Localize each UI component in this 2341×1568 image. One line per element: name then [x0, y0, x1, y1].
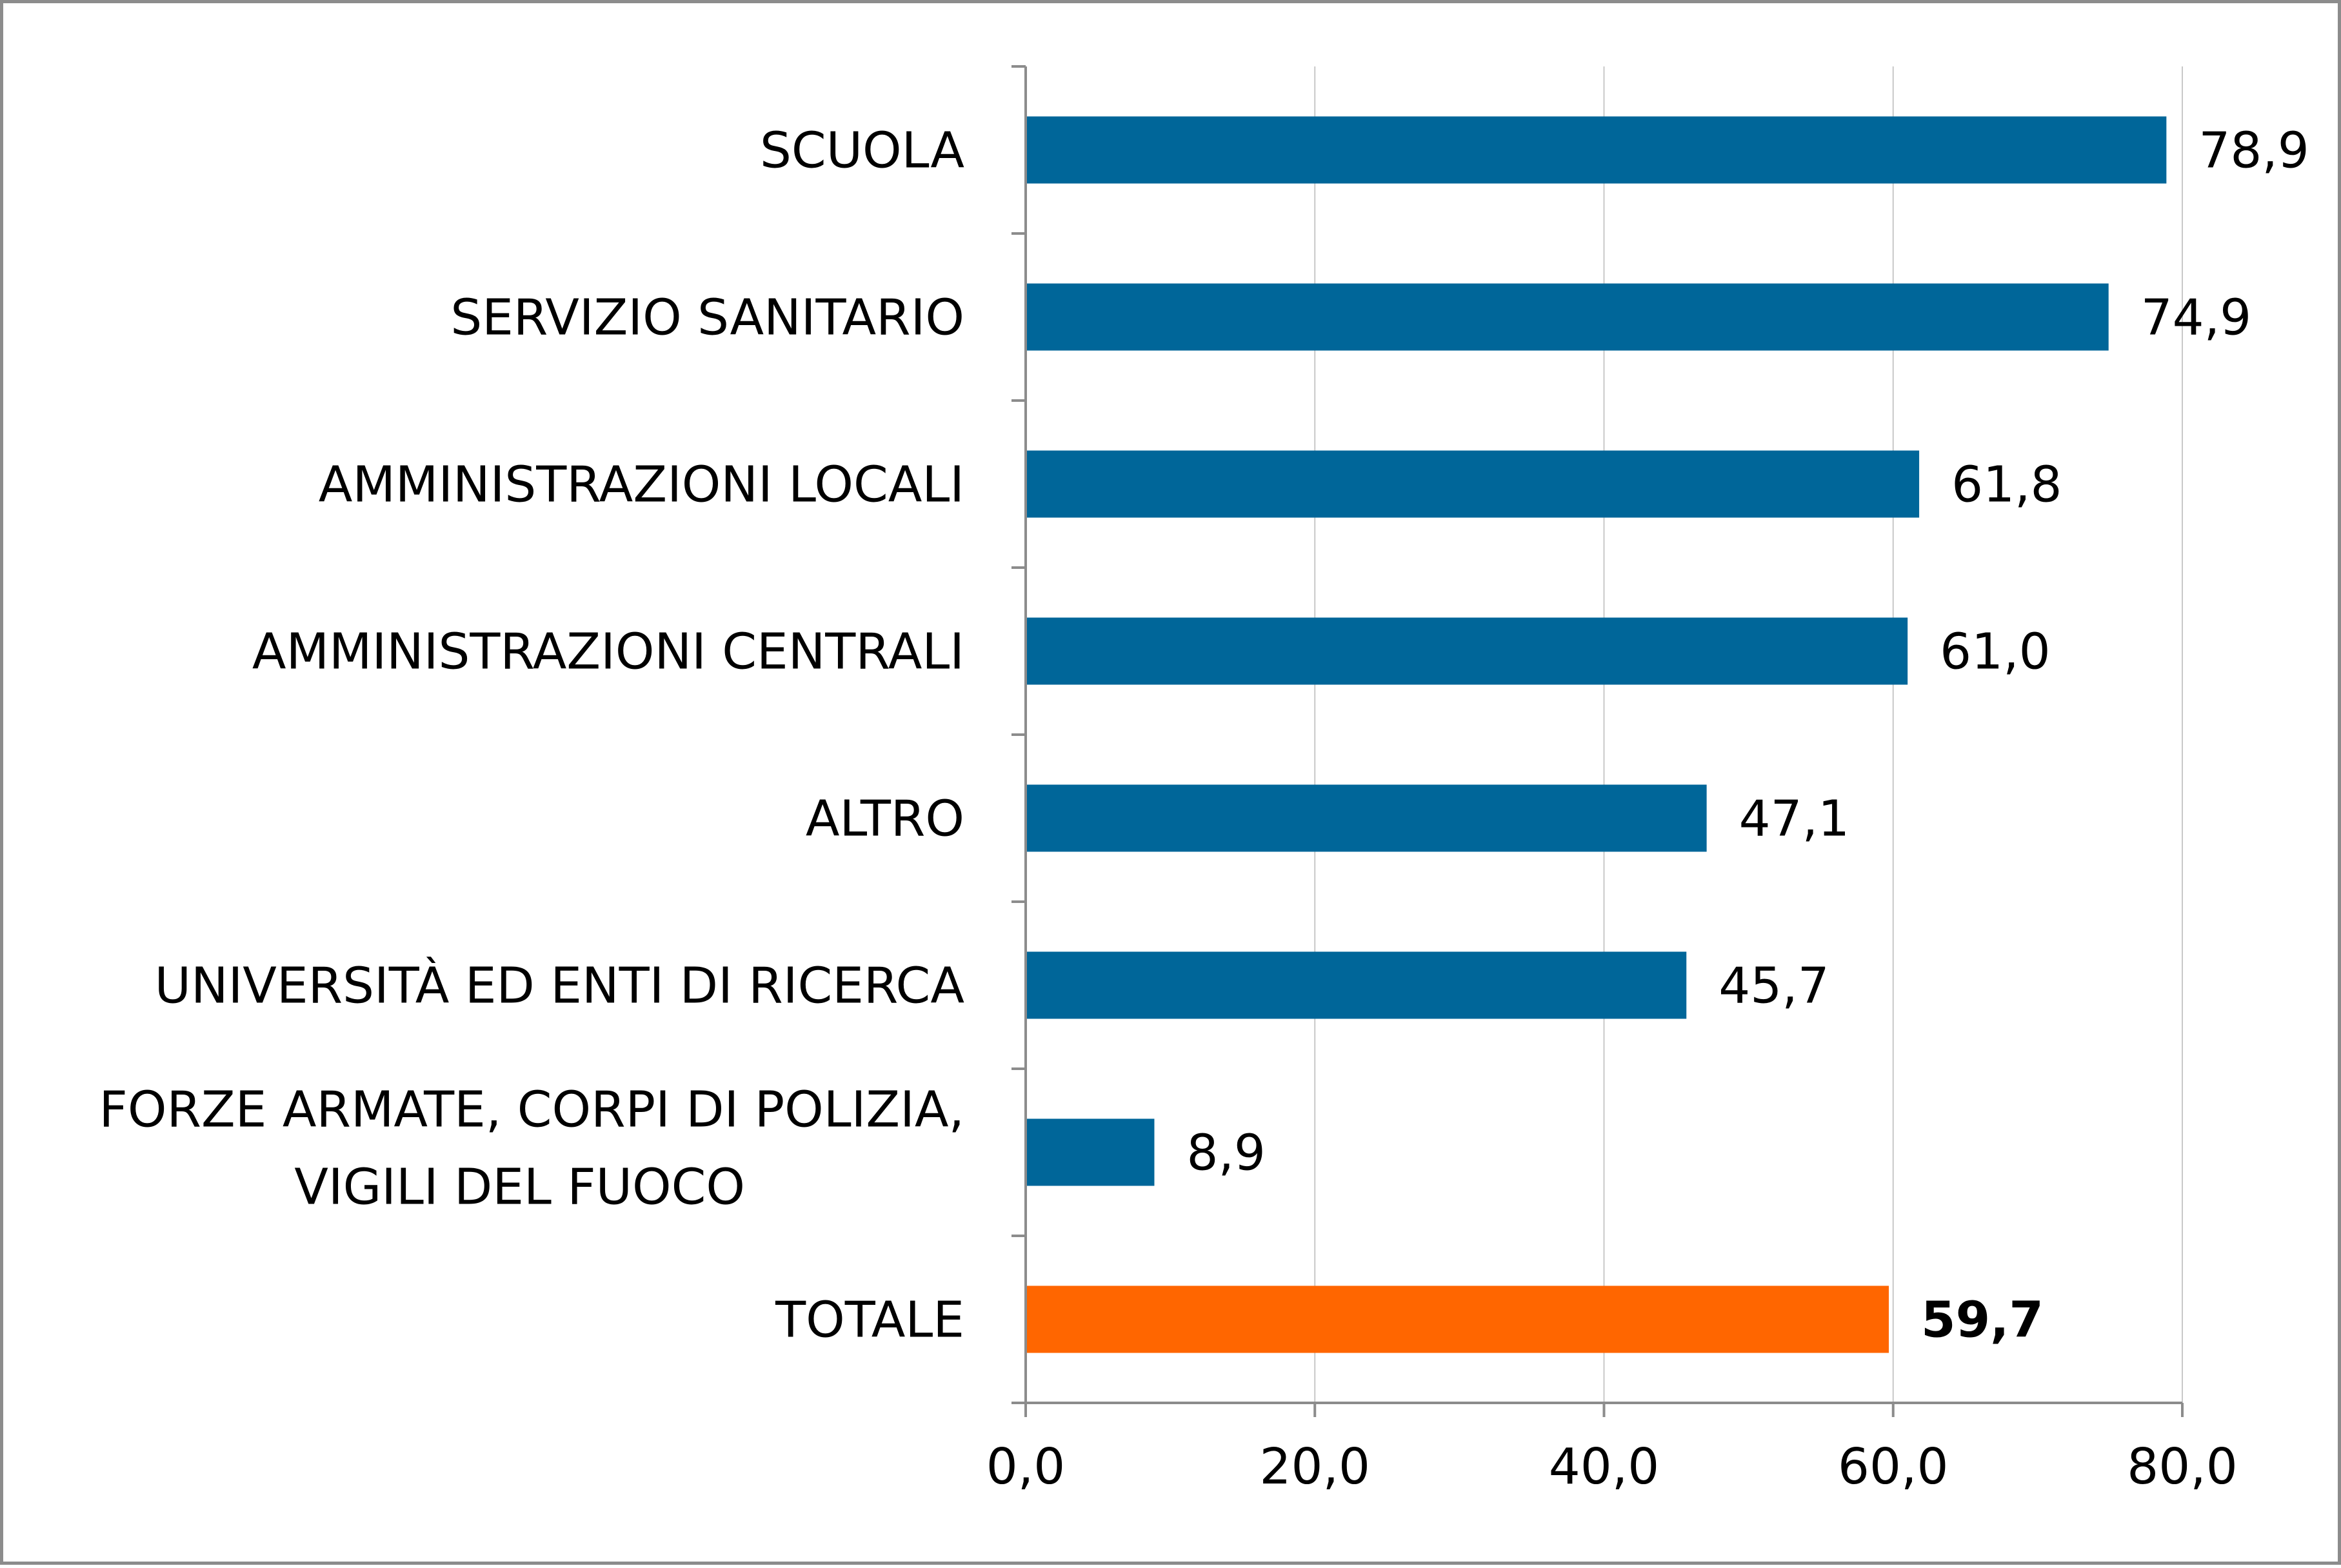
category-label: TOTALE [775, 1292, 964, 1349]
data-label: 74,9 [2141, 290, 2251, 347]
x-tick-label: 20,0 [1260, 1438, 1370, 1496]
category-label: SCUOLA [760, 123, 964, 180]
category-label: UNIVERSITÀ ED ENTI DI RICERCA [155, 957, 965, 1015]
data-label: 47,1 [1739, 791, 1849, 848]
bar [1026, 1118, 1155, 1186]
category-label: ALTRO [806, 791, 964, 848]
x-tick-label: 80,0 [2127, 1438, 2237, 1496]
x-tick-label: 40,0 [1549, 1438, 1659, 1496]
category-label: SERVIZIO SANITARIO [450, 290, 964, 347]
data-label: 59,7 [1921, 1292, 2044, 1349]
data-label: 61,8 [1951, 457, 2062, 514]
bar-total [1026, 1285, 1889, 1353]
bar [1026, 784, 1707, 852]
category-label: FORZE ARMATE, CORPI DI POLIZIA, VIGILI DE… [99, 1082, 964, 1216]
bar [1026, 116, 2167, 184]
category-label: AMMINISTRAZIONI CENTRALI [252, 624, 964, 681]
data-label: 8,9 [1186, 1125, 1265, 1182]
bar [1026, 283, 2109, 351]
data-label: 45,7 [1718, 958, 1829, 1015]
bar-chart: 0,0 20,0 40,0 60,0 80,0 78,9 SCUOLA 74,9 SERVIZI… [99, 65, 2309, 1496]
gridlines [1314, 66, 2183, 1403]
data-label: 78,9 [2198, 123, 2309, 180]
x-tick-label: 0,0 [986, 1438, 1065, 1496]
category-label: AMMINISTRAZIONI LOCALI [319, 457, 964, 514]
bar [1026, 617, 1908, 685]
axes [1011, 65, 2184, 1417]
data-label: 61,0 [1940, 624, 2050, 681]
x-tick-label: 60,0 [1838, 1438, 1948, 1496]
bar [1026, 450, 1920, 518]
bar [1026, 951, 1687, 1019]
bars [1026, 116, 2167, 1353]
labels: 0,0 20,0 40,0 60,0 80,0 78,9 SCUOLA 74,9 SERVIZI… [99, 123, 2309, 1496]
